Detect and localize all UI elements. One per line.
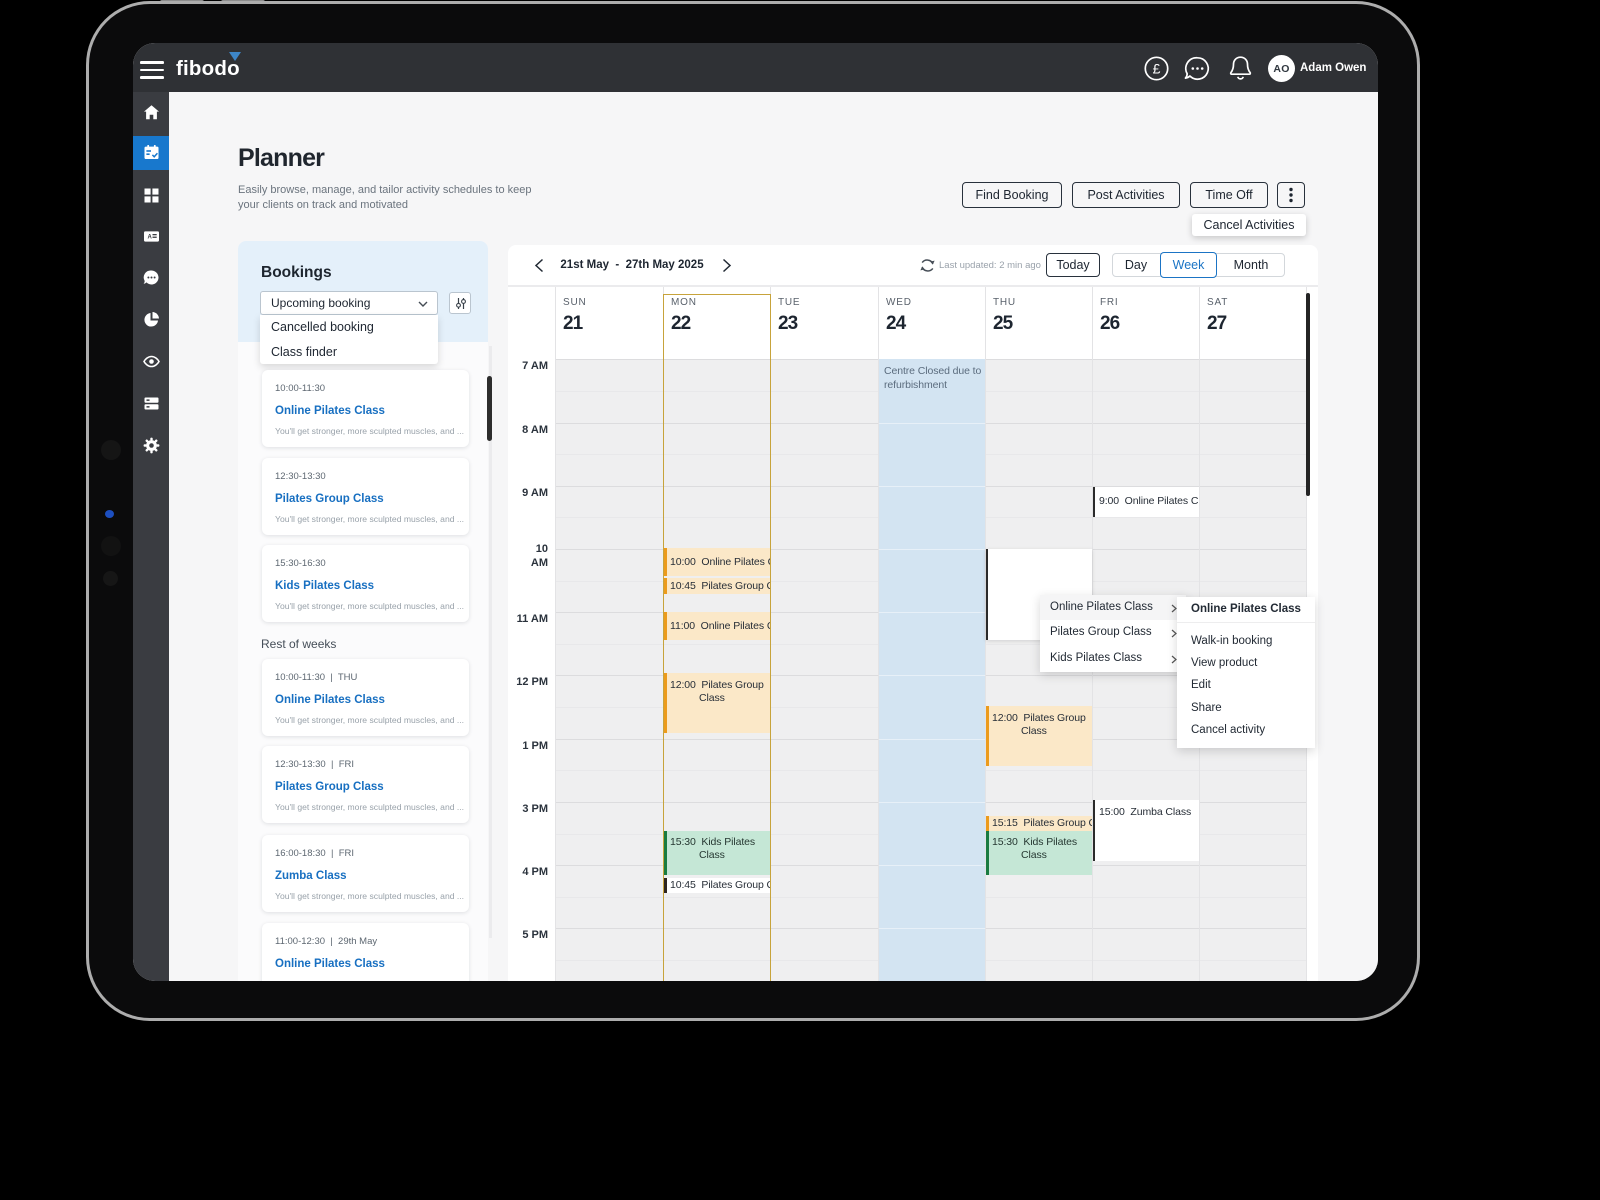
svg-text:£: £ bbox=[1153, 61, 1161, 77]
svg-text:A: A bbox=[148, 235, 153, 241]
